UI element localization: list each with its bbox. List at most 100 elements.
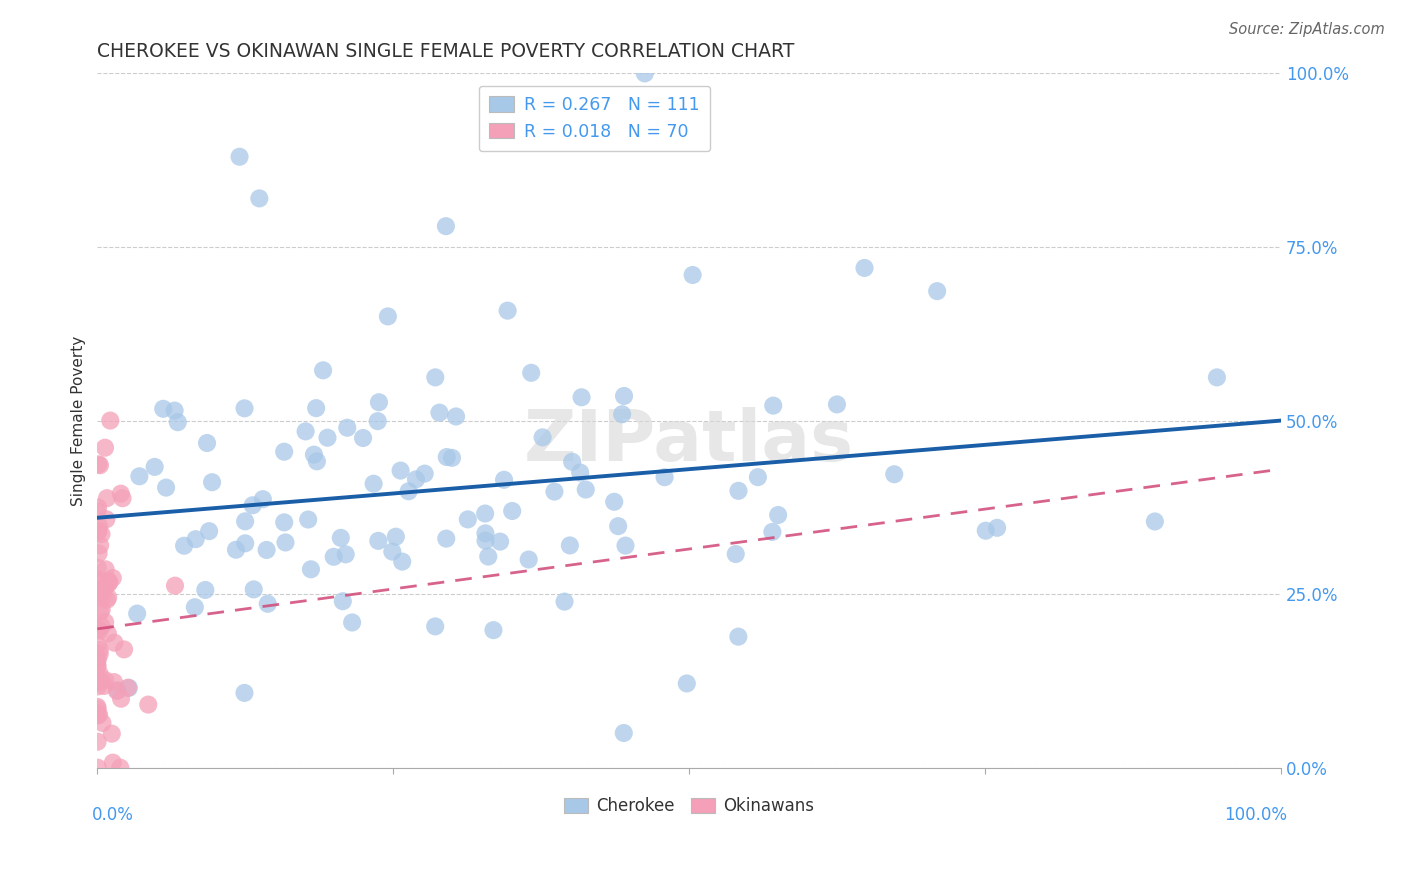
Point [94,562,117,576]
Point [571,390,593,404]
Point [87,707,110,722]
Point [543,484,565,499]
Point [425,619,447,633]
Point [128,469,150,483]
Point [89,667,111,681]
Point [86,638,108,652]
Point [496,303,519,318]
Point [762,399,785,413]
Point [94,441,117,455]
Point [335,547,357,561]
Point [569,466,592,480]
Point [89,605,111,619]
Point [329,531,352,545]
Point [105,684,128,698]
Point [312,363,335,377]
Point [336,421,359,435]
Point [444,409,467,424]
Point [575,483,598,497]
Point [87,708,110,723]
Point [332,594,354,608]
Point [86,659,108,673]
Point [90,619,112,633]
Point [228,150,250,164]
Point [96,491,118,505]
Point [91,591,114,605]
Point [86,651,108,665]
Point [112,642,135,657]
Point [96,592,118,607]
Point [101,726,124,740]
Point [520,366,543,380]
Point [1206,370,1229,384]
Point [136,698,159,712]
Point [90,527,112,541]
Point [368,395,391,409]
Point [91,715,114,730]
Point [86,622,108,636]
Legend: Cherokee, Okinawans: Cherokee, Okinawans [558,790,821,822]
Point [405,472,427,486]
Point [98,575,121,590]
Point [86,584,108,599]
Point [173,539,195,553]
Point [201,475,224,490]
Point [87,587,110,601]
Point [389,464,412,478]
Point [367,414,389,428]
Point [198,524,221,538]
Point [494,473,516,487]
Point [87,680,110,694]
Point [367,533,389,548]
Point [89,647,111,661]
Point [87,500,110,515]
Text: CHEROKEE VS OKINAWAN SINGLE FEMALE POVERTY CORRELATION CHART: CHEROKEE VS OKINAWAN SINGLE FEMALE POVER… [97,42,794,61]
Point [225,542,247,557]
Point [302,448,325,462]
Point [747,470,769,484]
Point [163,403,186,417]
Point [86,706,108,721]
Point [103,636,125,650]
Point [883,467,905,482]
Point [233,686,256,700]
Point [654,470,676,484]
Point [247,191,270,205]
Point [86,699,108,714]
Point [761,524,783,539]
Text: 100.0%: 100.0% [1223,805,1286,824]
Point [110,486,132,500]
Point [927,284,949,298]
Point [184,600,207,615]
Point [603,495,626,509]
Point [727,483,749,498]
Point [501,504,523,518]
Point [613,726,636,740]
Point [724,547,747,561]
Point [675,676,697,690]
Point [489,534,512,549]
Point [87,674,110,689]
Point [86,658,108,673]
Text: Source: ZipAtlas.com: Source: ZipAtlas.com [1229,22,1385,37]
Point [101,756,124,770]
Point [457,512,479,526]
Point [111,491,134,506]
Point [385,530,408,544]
Point [97,574,120,588]
Point [558,538,581,552]
Point [110,691,132,706]
Point [682,268,704,282]
Text: 0.0%: 0.0% [91,805,134,824]
Point [440,450,463,465]
Point [474,526,496,541]
Point [273,516,295,530]
Point [163,579,186,593]
Point [195,436,218,450]
Point [89,574,111,588]
Point [381,544,404,558]
Point [434,219,457,234]
Point [398,484,420,499]
Point [614,539,637,553]
Point [316,431,339,445]
